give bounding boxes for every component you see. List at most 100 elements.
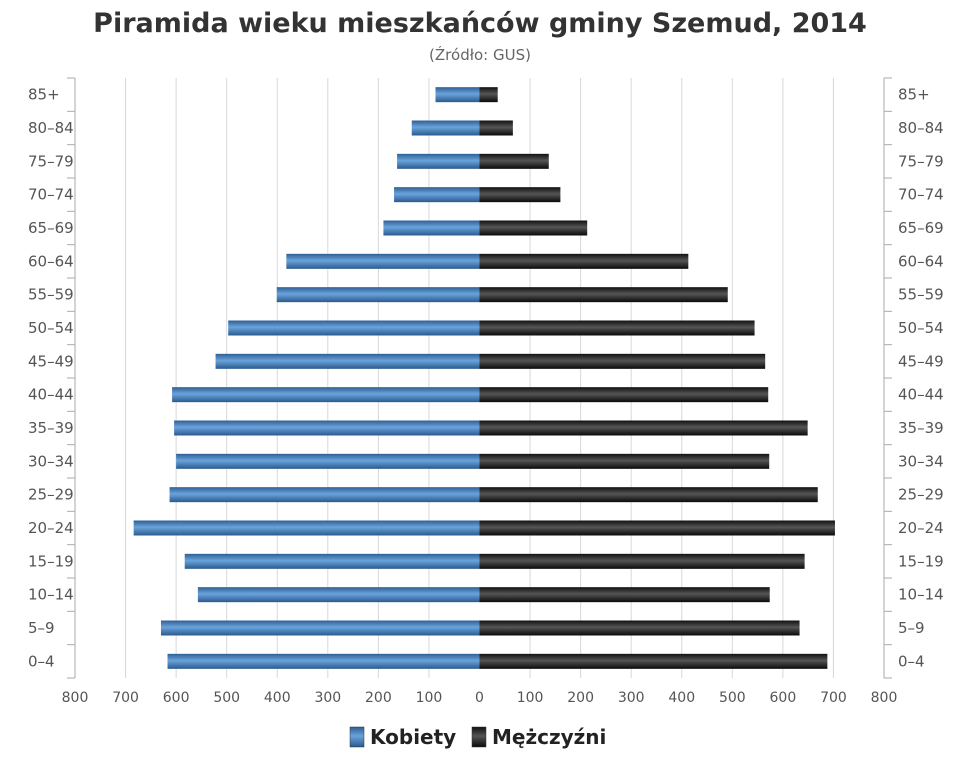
axes	[67, 77, 892, 679]
x-tick-label: 300	[314, 690, 341, 706]
bar-mezczyzni-2[interactable]	[479, 587, 770, 603]
x-tick-label: 300	[618, 690, 645, 706]
category-label-left: 30–34	[28, 452, 74, 470]
bar-mezczyzni-16[interactable]	[479, 120, 513, 136]
bar-mezczyzni-13[interactable]	[479, 220, 588, 236]
bar-kobiety-10[interactable]	[228, 320, 480, 336]
bar-mezczyzni-14[interactable]	[479, 187, 561, 203]
category-labels: 0–4 0–4 5–9 5–9 10–14 10–14 15–19 15–19 20–24 20–…	[28, 86, 944, 671]
bars	[133, 87, 835, 669]
bar-kobiety-9[interactable]	[215, 353, 480, 369]
bar-kobiety-7[interactable]	[174, 420, 480, 436]
bar-kobiety-17[interactable]	[435, 87, 480, 103]
bar-kobiety-3[interactable]	[184, 553, 480, 569]
legend-label-mezczyzni[interactable]: Mężczyźni	[492, 725, 606, 749]
bar-mezczyzni-10[interactable]	[479, 320, 755, 336]
category-label-right: 40–44	[898, 386, 944, 404]
bar-kobiety-4[interactable]	[133, 520, 480, 536]
x-tick-label: 100	[416, 690, 443, 706]
legend-swatch-kobiety[interactable]	[349, 726, 365, 748]
x-tick-label: 800	[871, 690, 898, 706]
category-label-right: 80–84	[898, 119, 944, 137]
x-tick-label: 100	[517, 690, 544, 706]
category-label-left: 15–19	[28, 552, 74, 570]
category-label-right: 15–19	[898, 552, 944, 570]
bar-kobiety-6[interactable]	[176, 453, 480, 469]
category-label-left: 40–44	[28, 386, 74, 404]
chart-subtitle: (Źródło: GUS)	[429, 45, 531, 64]
x-tick-label: 400	[668, 690, 695, 706]
category-label-right: 65–69	[898, 219, 944, 237]
bar-mezczyzni-3[interactable]	[479, 553, 805, 569]
bar-mezczyzni-4[interactable]	[479, 520, 835, 536]
bar-kobiety-16[interactable]	[411, 120, 480, 136]
bar-kobiety-11[interactable]	[276, 287, 480, 303]
legend-swatch-mezczyzni[interactable]	[471, 726, 487, 748]
bar-mezczyzni-5[interactable]	[479, 487, 818, 503]
x-tick-label: 500	[213, 690, 240, 706]
x-tick-label: 200	[365, 690, 392, 706]
bar-mezczyzni-1[interactable]	[479, 620, 800, 636]
category-label-left: 60–64	[28, 252, 74, 270]
category-label-right: 5–9	[898, 619, 925, 637]
bar-kobiety-2[interactable]	[197, 587, 480, 603]
category-label-right: 30–34	[898, 452, 944, 470]
category-label-left: 65–69	[28, 219, 74, 237]
bar-kobiety-14[interactable]	[394, 187, 480, 203]
bar-mezczyzni-7[interactable]	[479, 420, 808, 436]
category-label-left: 45–49	[28, 352, 74, 370]
category-label-left: 35–39	[28, 419, 74, 437]
bar-mezczyzni-9[interactable]	[479, 353, 766, 369]
x-tick-label: 600	[163, 690, 190, 706]
bar-kobiety-13[interactable]	[383, 220, 480, 236]
x-tick-label: 700	[820, 690, 847, 706]
x-tick-label: 700	[112, 690, 139, 706]
bar-mezczyzni-12[interactable]	[479, 253, 689, 269]
bar-mezczyzni-17[interactable]	[479, 87, 498, 103]
category-label-right: 60–64	[898, 252, 944, 270]
category-label-left: 10–14	[28, 586, 74, 604]
category-label-right: 55–59	[898, 286, 944, 304]
bar-mezczyzni-8[interactable]	[479, 387, 769, 403]
bar-mezczyzni-11[interactable]	[479, 287, 728, 303]
category-label-left: 50–54	[28, 319, 74, 337]
bar-kobiety-0[interactable]	[167, 653, 480, 669]
category-label-right: 45–49	[898, 352, 944, 370]
x-tick-label: 500	[719, 690, 746, 706]
category-label-right: 50–54	[898, 319, 944, 337]
category-label-left: 75–79	[28, 152, 74, 170]
category-label-left: 70–74	[28, 186, 74, 204]
x-tick-label: 800	[62, 690, 89, 706]
category-label-right: 75–79	[898, 152, 944, 170]
category-label-right: 25–29	[898, 486, 944, 504]
category-label-right: 10–14	[898, 586, 944, 604]
grid-lines	[74, 78, 885, 678]
bar-kobiety-12[interactable]	[286, 253, 480, 269]
category-label-left: 85+	[28, 86, 60, 104]
legend-label-kobiety[interactable]: Kobiety	[370, 725, 456, 749]
category-label-left: 20–24	[28, 519, 74, 537]
bar-mezczyzni-0[interactable]	[479, 653, 828, 669]
chart-title: Piramida wieku mieszkańców gminy Szemud,…	[93, 8, 867, 39]
category-label-right: 35–39	[898, 419, 944, 437]
x-tick-label: 600	[770, 690, 797, 706]
bar-kobiety-15[interactable]	[397, 153, 480, 169]
category-label-left: 25–29	[28, 486, 74, 504]
bar-mezczyzni-15[interactable]	[479, 153, 549, 169]
category-label-left: 55–59	[28, 286, 74, 304]
bar-mezczyzni-6[interactable]	[479, 453, 770, 469]
category-label-left: 5–9	[28, 619, 55, 637]
category-label-right: 0–4	[898, 652, 925, 670]
bar-kobiety-1[interactable]	[160, 620, 480, 636]
legend[interactable]: Kobiety Mężczyźni	[349, 725, 606, 749]
category-label-left: 0–4	[28, 652, 55, 670]
x-tick-labels: 800 700 600 500 400 300 200 100 0 100 200 300 400 500…	[62, 690, 898, 706]
category-label-right: 20–24	[898, 519, 944, 537]
category-label-left: 80–84	[28, 119, 74, 137]
bar-kobiety-5[interactable]	[169, 487, 480, 503]
bar-kobiety-8[interactable]	[172, 387, 480, 403]
x-tick-label: 400	[264, 690, 291, 706]
x-tick-label: 200	[567, 690, 594, 706]
x-tick-label: 0	[475, 690, 484, 706]
